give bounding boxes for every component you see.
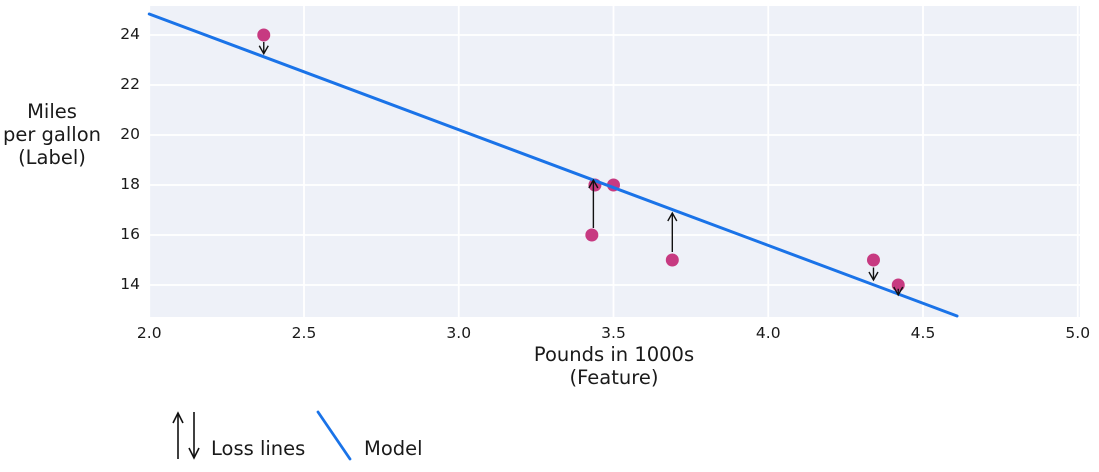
loss-arrow-head — [868, 271, 879, 282]
x-tick-label: 3.5 — [601, 324, 626, 342]
x-tick-label: 5.0 — [1065, 324, 1091, 342]
legend-up-arrow-head — [172, 411, 184, 424]
y-tick-label: 18 — [120, 175, 140, 193]
model-legend-glyph — [316, 410, 352, 461]
y-axis-label: Miles per gallon (Label) — [0, 100, 104, 169]
loss-arrow-head — [893, 286, 904, 297]
y-tick-label: 16 — [120, 225, 140, 243]
data-point — [665, 253, 679, 267]
y-axis-label-line: per gallon — [2, 123, 102, 146]
y-tick-label: 14 — [120, 275, 140, 293]
loss-arrow-head — [667, 211, 678, 222]
x-axis-label-line: Pounds in 1000s — [533, 343, 695, 366]
y-tick-label: 20 — [120, 125, 140, 143]
x-tick-label: 4.5 — [910, 324, 936, 342]
y-tick-label: 22 — [120, 75, 140, 93]
data-point — [585, 228, 599, 242]
legend-label-model: Model — [364, 437, 423, 460]
loss-arrow-head — [258, 45, 269, 56]
x-tick-label: 2.5 — [291, 324, 317, 342]
legend-down-arrow-head — [188, 447, 200, 460]
legend-label-loss-lines: Loss lines — [211, 437, 306, 460]
data-point — [257, 28, 271, 42]
x-axis-label-line: (Feature) — [569, 366, 659, 389]
x-tick-label: 2.0 — [136, 324, 162, 342]
model-line — [147, 12, 959, 318]
y-axis-label-line: Miles — [27, 100, 77, 123]
x-tick-label: 3.0 — [446, 324, 472, 342]
y-tick-label: 24 — [120, 25, 140, 43]
loss-arrow-head — [588, 178, 599, 189]
y-axis-label-line: (Label) — [18, 146, 86, 169]
x-tick-label: 4.0 — [755, 324, 781, 342]
plot-background — [149, 6, 1080, 317]
data-point — [866, 253, 880, 267]
x-axis-label: Pounds in 1000s (Feature) — [464, 343, 764, 389]
